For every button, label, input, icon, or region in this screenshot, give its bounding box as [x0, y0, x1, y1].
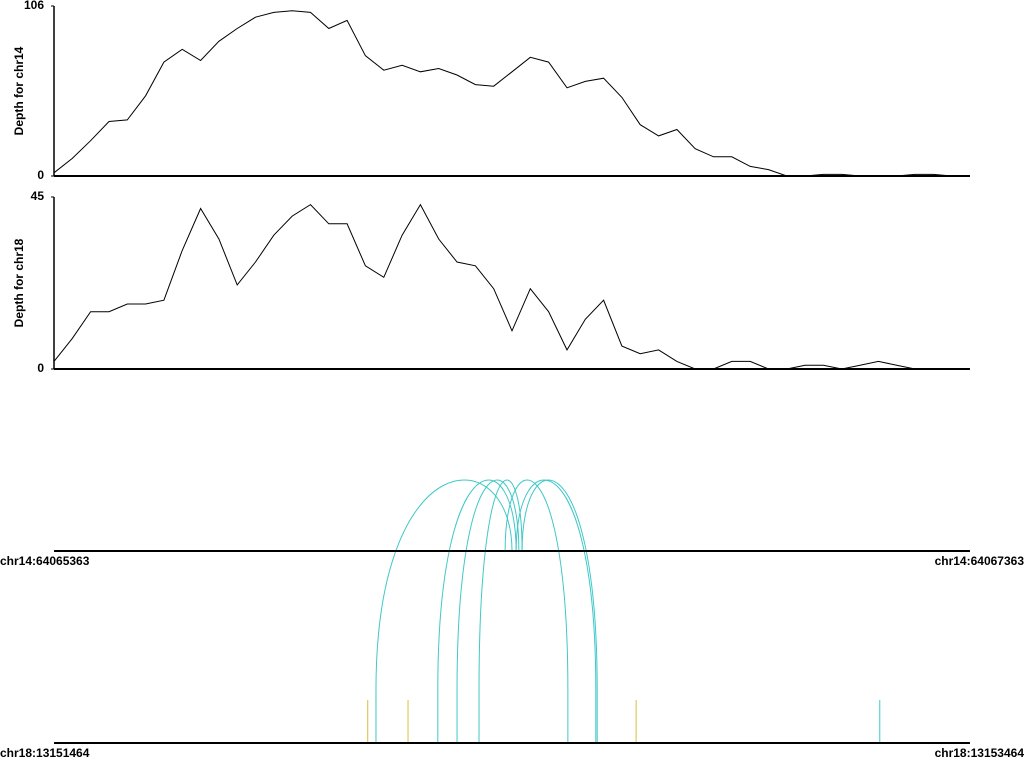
x-tick-label: chr14:64067363	[935, 554, 1024, 568]
x-tick-label: chr14:64065363	[0, 554, 90, 568]
x-tick-label: chr18:13151464	[0, 746, 90, 760]
x-tick-label: chr18:13153464	[935, 746, 1024, 760]
y-tick-label: 45	[31, 189, 45, 203]
y-tick-label: 0	[37, 361, 44, 375]
y-tick-label: 106	[24, 0, 44, 12]
y-axis-label: Depth for chr14	[12, 46, 26, 135]
link-arc	[456, 479, 520, 743]
link-arc	[521, 479, 598, 743]
y-axis-label: Depth for chr18	[12, 238, 26, 327]
link-arc	[504, 479, 569, 743]
link-arc	[437, 479, 517, 743]
depth-line	[53, 10, 970, 177]
depth-line	[53, 203, 970, 370]
link-arc	[515, 479, 597, 743]
link-arc	[478, 479, 523, 743]
y-tick-label: 0	[37, 168, 44, 182]
link-arc	[375, 479, 513, 743]
